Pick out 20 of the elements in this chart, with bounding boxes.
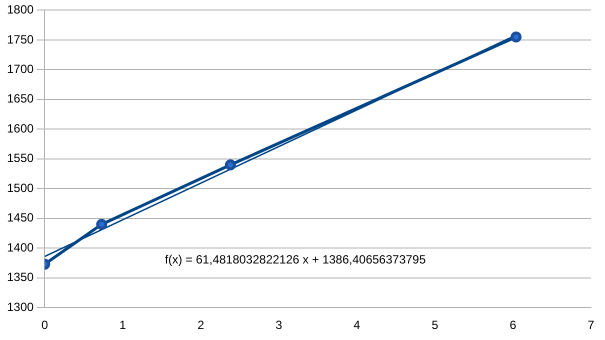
x-tick-label: 4 [354, 318, 361, 332]
y-tick-label: 1350 [6, 270, 34, 284]
x-tick-label: 1 [119, 318, 126, 332]
x-tick-label: 7 [588, 318, 595, 332]
x-tick-label: 5 [432, 318, 439, 332]
y-tick-label: 1750 [6, 32, 34, 46]
y-tick-label: 1650 [6, 92, 34, 106]
x-tick-label: 6 [510, 318, 517, 332]
x-tick-label: 3 [275, 318, 282, 332]
y-tick-label: 1500 [6, 180, 34, 195]
y-tick-label: 1550 [6, 151, 34, 166]
x-tick-label: 2 [197, 318, 204, 332]
y-tick-label: 1600 [6, 121, 34, 136]
y-tick-label: 1400 [6, 240, 34, 254]
y-tick-label: 1800 [6, 2, 34, 17]
y-tick-label: 1300 [6, 300, 34, 314]
annotation: f(x) = 61,4818032822126 x + 1386,40656373795 [164, 252, 426, 266]
y-tick-label: 1700 [6, 62, 34, 76]
x-tick-label: 0 [41, 318, 48, 332]
y-tick-label: 1450 [6, 210, 34, 225]
